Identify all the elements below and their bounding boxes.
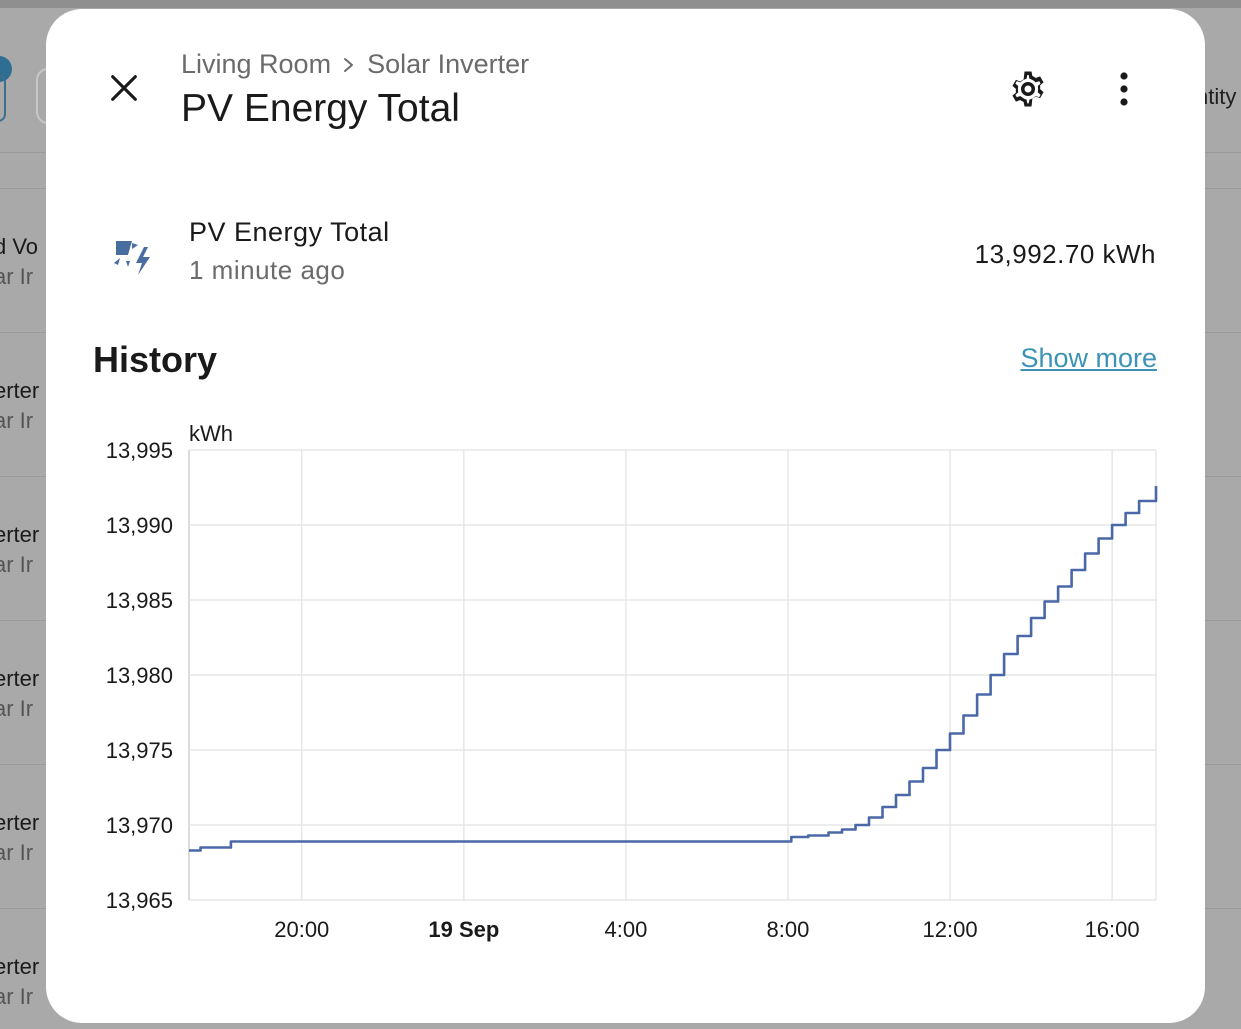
y-tick-label: 13,995 (106, 438, 173, 463)
breadcrumb: Living Room Solar Inverter (181, 49, 529, 80)
y-tick-label: 13,970 (106, 813, 173, 838)
y-tick-label: 13,965 (106, 888, 173, 913)
background-divider (0, 476, 48, 477)
background-divider (1203, 620, 1241, 621)
series-line[interactable] (189, 486, 1158, 852)
background-divider (0, 908, 48, 909)
more-options-button[interactable] (1102, 65, 1146, 113)
background-divider (1203, 764, 1241, 765)
entity-state-value: 13,992.70 kWh (974, 239, 1156, 269)
chevron-right-icon (341, 55, 357, 75)
show-more-link[interactable]: Show more (1020, 343, 1157, 373)
entity-name: PV Energy Total (189, 217, 390, 247)
entity-last-changed: 1 minute ago (189, 255, 346, 285)
y-tick-label: 13,975 (106, 738, 173, 763)
background-top-bar (0, 0, 1241, 8)
background-divider (1203, 908, 1241, 909)
y-tick-label: 13,985 (106, 588, 173, 613)
x-tick-label: 12:00 (923, 917, 978, 942)
solar-power-icon (114, 241, 150, 275)
background-divider (1203, 152, 1241, 153)
background-divider (0, 152, 48, 153)
y-tick-label: 13,990 (106, 513, 173, 538)
dialog-title: PV Energy Total (181, 87, 460, 130)
settings-button[interactable] (1004, 65, 1052, 113)
background-divider (0, 332, 48, 333)
x-tick-label: 19 Sep (428, 917, 499, 942)
more-vertical-icon (1120, 72, 1128, 106)
breadcrumb-area[interactable]: Living Room (181, 49, 332, 79)
history-chart[interactable]: 13,995 13,990 13,985 13,980 13,975 13,970 13,9… (46, 9, 1205, 1023)
background-divider (1203, 332, 1241, 333)
x-tick-label: 20:00 (274, 917, 329, 942)
close-button[interactable] (102, 66, 146, 110)
close-icon (111, 75, 137, 101)
background-divider (1203, 188, 1241, 189)
x-tick-label: 16:00 (1085, 917, 1140, 942)
x-tick-label: 4:00 (604, 917, 647, 942)
background-divider (1203, 476, 1241, 477)
background-divider (0, 764, 48, 765)
entity-state-row: PV Energy Total 1 minute ago 13,992.70 k… (106, 209, 1166, 299)
more-info-dialog: Living Room Solar Inverter PV Energy Tot… (46, 9, 1205, 1023)
history-heading: History (93, 339, 218, 380)
gear-icon (1012, 71, 1044, 107)
breadcrumb-device[interactable]: Solar Inverter (367, 49, 530, 79)
background-divider (0, 620, 48, 621)
background-chip (0, 74, 6, 122)
x-tick-label: 8:00 (767, 917, 810, 942)
y-tick-label: 13,980 (106, 663, 173, 688)
background-divider (0, 188, 48, 189)
y-axis-unit-label: kWh (189, 421, 233, 446)
